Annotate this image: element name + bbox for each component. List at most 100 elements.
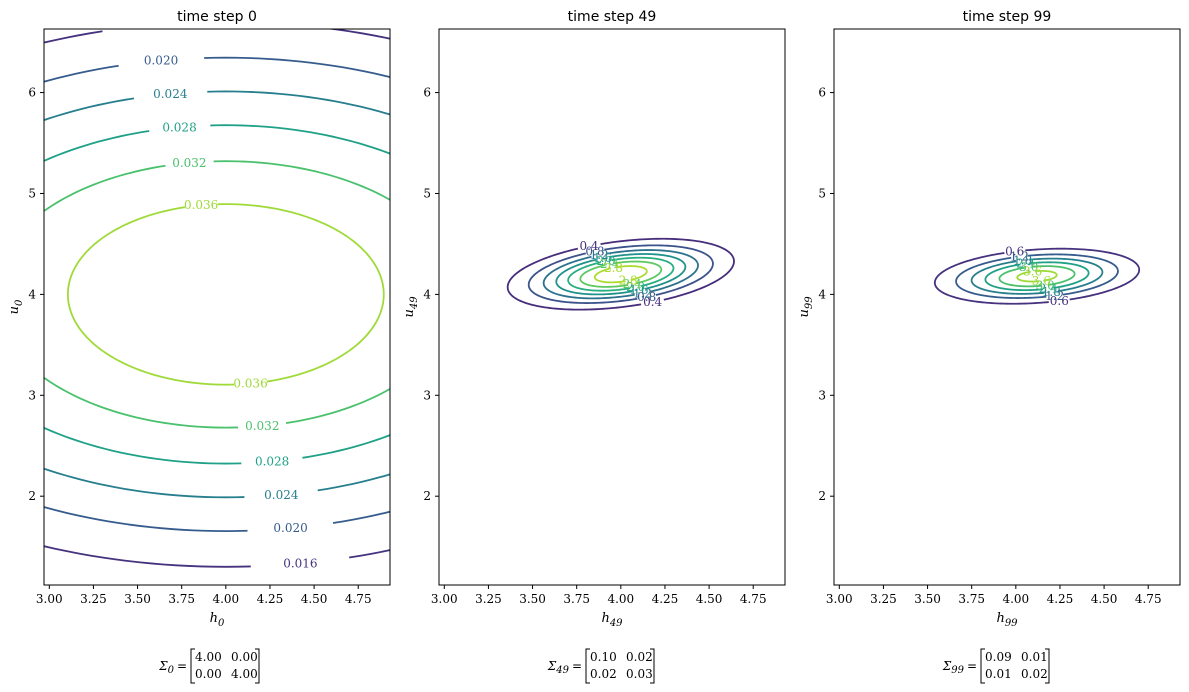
contour-label: 0.028: [162, 120, 196, 134]
contour-line: [1053, 271, 1090, 289]
x-tick-label: 4.50: [301, 592, 328, 606]
contour-label: 1.2: [1045, 289, 1064, 303]
contour-line: [611, 256, 674, 267]
contour-line: [606, 249, 699, 263]
contour-line: [645, 264, 687, 290]
contour-line: [640, 265, 675, 287]
contour-label: 1.8: [1042, 285, 1061, 299]
matrix-cell: 0.00: [231, 650, 258, 664]
contour-label: 1.8: [1013, 253, 1032, 267]
contour-label: 3.6: [1032, 274, 1051, 288]
contour-line: [210, 124, 390, 155]
contour-line: [527, 252, 638, 304]
sigma-label: Σ49 =: [547, 659, 582, 676]
contour-line: [998, 266, 1042, 288]
contour-lines: 0.60.61.21.21.81.82.42.43.03.03.63.6: [933, 245, 1141, 308]
contour-label: 0.032: [245, 419, 279, 433]
contour-label: 0.6: [1050, 294, 1069, 308]
matrix-cell: 0.01: [985, 667, 1012, 681]
contour-label: 0.028: [255, 454, 289, 468]
x-tick-label: 3.25: [870, 592, 897, 606]
x-tick-label: 4.00: [212, 592, 239, 606]
contour-line: [542, 255, 635, 300]
chart-title: time step 49: [568, 9, 657, 25]
y-tick-label: 2: [818, 489, 826, 503]
contour-line: [506, 247, 642, 311]
matrix-bracket-right: [1045, 648, 1050, 684]
contour-label: 3.0: [1019, 260, 1038, 274]
contour-label: 0.036: [184, 198, 218, 212]
contour-line: [326, 29, 390, 40]
contour-label: 1.6: [593, 251, 612, 265]
contour-line: [663, 256, 735, 301]
contour-line: [204, 56, 390, 79]
contour-label: 2.4: [623, 277, 642, 291]
contour-line: [593, 267, 626, 284]
matrix-cell: 0.00: [195, 667, 222, 681]
y-tick-label: 2: [28, 489, 36, 503]
sigma-label: Σ0 =: [158, 659, 187, 676]
contour-line: [44, 64, 248, 533]
x-tick-label: 3.50: [519, 592, 546, 606]
contour-line: [613, 260, 662, 269]
contour-line: [1025, 247, 1140, 269]
contour-line: [207, 90, 390, 116]
x-tick-label: 3.75: [563, 592, 590, 606]
matrix-cell: 0.03: [626, 667, 653, 681]
contour-label: 3.0: [1036, 278, 1055, 292]
matrix-bracket-left: [980, 648, 985, 684]
contour-label: 0.4: [643, 295, 662, 309]
contour-line: [266, 294, 385, 383]
contour-line: [1069, 267, 1141, 301]
x-axis-label: h99: [996, 611, 1018, 629]
contour-line: [604, 244, 713, 261]
contour-line: [302, 434, 390, 459]
chart-title: time step 0: [177, 9, 257, 25]
contour-line: [1062, 269, 1119, 296]
matrix-cell: 0.01: [1021, 650, 1048, 664]
contour-line: [970, 260, 1045, 295]
matrix-bracket-left: [585, 648, 590, 684]
x-tick-label: 4.75: [740, 592, 767, 606]
contour-label: 0.020: [144, 54, 178, 68]
contour-label: 0.8: [585, 244, 604, 258]
axes-frame: [43, 28, 391, 586]
contour-label: 2.8: [619, 274, 638, 288]
x-tick-label: 4.75: [1135, 592, 1162, 606]
x-axis-label: h49: [601, 611, 623, 629]
x-tick-label: 3.00: [431, 592, 458, 606]
contour-line: [217, 203, 385, 295]
sigma-label: Σ99 =: [942, 659, 977, 676]
contour-label: 0.032: [172, 156, 206, 170]
x-tick-label: 3.75: [958, 592, 985, 606]
contour-line: [1048, 273, 1076, 286]
covariance-matrix: Σ0 = 4.00 0.00 0.00 4.00: [158, 648, 260, 684]
contour-label: 0.016: [134, 18, 168, 32]
x-tick-label: 3.75: [168, 592, 195, 606]
x-tick-label: 4.50: [696, 592, 723, 606]
contour-line: [44, 30, 251, 568]
matrix-bracket-left: [190, 648, 195, 684]
contour-label: 2.8: [604, 261, 623, 275]
contour-line: [609, 253, 686, 265]
contour-label: 2.4: [1016, 257, 1035, 271]
contour-line: [555, 258, 633, 296]
contour-label: 3.6: [1023, 264, 1042, 278]
contour-line: [984, 263, 1044, 292]
contour-label: 0.6: [1005, 245, 1024, 259]
covariance-matrix: Σ49 = 0.10 0.02 0.02 0.03: [547, 648, 655, 684]
axes-frame: [833, 28, 1181, 586]
contour-label: 1.2: [1010, 250, 1029, 264]
x-tick-label: 4.00: [607, 592, 634, 606]
y-tick-label: 2: [423, 489, 431, 503]
x-tick-label: 4.00: [1002, 592, 1029, 606]
contour-line: [955, 256, 1047, 299]
y-tick-label: 3: [818, 388, 826, 402]
y-tick-label: 4: [423, 287, 431, 301]
contour-line: [332, 510, 390, 524]
contour-lines: 0.40.40.80.81.21.21.61.62.02.02.42.42.82…: [506, 237, 735, 311]
matrix-cell: 0.02: [626, 650, 653, 664]
y-tick-label: 3: [423, 388, 431, 402]
x-tick-label: 4.50: [1091, 592, 1118, 606]
